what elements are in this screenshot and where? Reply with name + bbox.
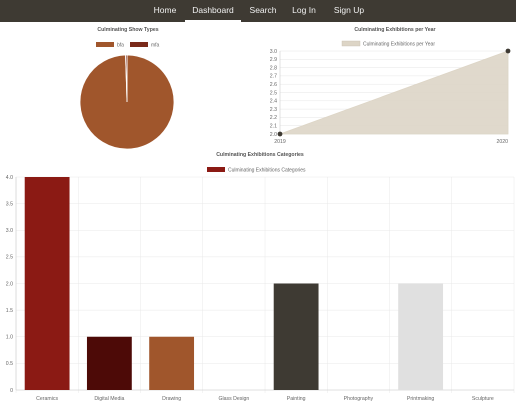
x-tick-label: 2019 (274, 139, 286, 145)
data-point-2020 (505, 48, 511, 54)
legend-swatch (341, 40, 361, 47)
legend-swatch-bfa (96, 42, 114, 47)
x-tick-label: Printmaking (407, 396, 435, 402)
y-tick-label: 1.0 (6, 335, 13, 341)
bar-drawing (149, 336, 195, 390)
nav-home[interactable]: Home (153, 5, 177, 15)
legend-label: Culminating Exhibitions per Year (363, 42, 435, 48)
pie-slice-mfa (125, 54, 128, 103)
legend-swatch-mfa (130, 42, 148, 47)
y-tick-label: 0 (10, 388, 13, 394)
y-tick-label: 1.5 (6, 308, 13, 314)
nav-dashboard[interactable]: Dashboard (185, 0, 241, 22)
x-tick-label: Photography (344, 396, 374, 402)
y-tick-label: 2.6 (270, 82, 277, 88)
bar-painting (273, 283, 319, 390)
y-tick-label: 3.0 (6, 228, 13, 234)
y-tick-label: 2.8 (270, 65, 277, 71)
y-tick-label: 2.2 (270, 115, 277, 121)
area-chart: Culminating Exhibitions per Year 3.0 2.9 2.… (270, 40, 511, 145)
legend-label-bfa: bfa (117, 43, 124, 49)
navbar: Home Dashboard Search Log In Sign Up (0, 0, 516, 22)
bar-chart-title: Culminating Exhibitions Categories (216, 152, 304, 158)
x-tick-label: Glass Design (218, 396, 249, 402)
nav-search[interactable]: Search (249, 5, 277, 15)
legend-label: Culminating Exhibitions Categories (228, 168, 306, 174)
area-fill (279, 50, 509, 135)
nav-signup[interactable]: Sign Up (333, 5, 365, 15)
legend-label-mfa: mfa (151, 43, 160, 49)
x-tick-label: Ceramics (36, 396, 58, 402)
nav-login[interactable]: Log In (292, 5, 316, 15)
y-tick-label: 2.0 (6, 281, 13, 287)
data-point-2019 (277, 131, 283, 137)
y-tick-label: 2.7 (270, 74, 277, 80)
pie-chart: bfa mfa (79, 42, 175, 150)
bar-ceramics (24, 177, 70, 390)
x-tick-label: Digital Media (94, 396, 124, 402)
y-tick-label: 2.5 (6, 255, 13, 261)
y-tick-label: 2.4 (270, 99, 277, 105)
line-chart-title: Culminating Exhibitions per Year (354, 27, 436, 33)
x-tick-label: 2020 (496, 139, 508, 145)
bar-digital-media (86, 336, 132, 390)
y-tick-label: 2.9 (270, 57, 277, 63)
x-tick-label: Drawing (162, 396, 181, 402)
y-tick-label: 2.5 (270, 90, 277, 96)
legend-swatch (207, 167, 225, 172)
y-tick-label: 2.3 (270, 107, 277, 113)
y-tick-label: 4.0 (6, 175, 13, 181)
y-tick-label: 3.0 (270, 49, 277, 55)
y-tick-label: 2.1 (270, 124, 277, 130)
y-tick-label: 3.5 (6, 201, 13, 207)
bar-printmaking (398, 283, 444, 390)
bar-chart: Culminating Exhibitions Categories 4.0 3.5… (6, 167, 515, 402)
x-tick-label: Painting (287, 396, 306, 402)
y-tick-label: 0.5 (6, 361, 13, 367)
pie-chart-title: Culminating Show Types (97, 27, 159, 33)
y-tick-label: 2.0 (270, 132, 277, 138)
x-tick-label: Sculpture (472, 396, 494, 402)
